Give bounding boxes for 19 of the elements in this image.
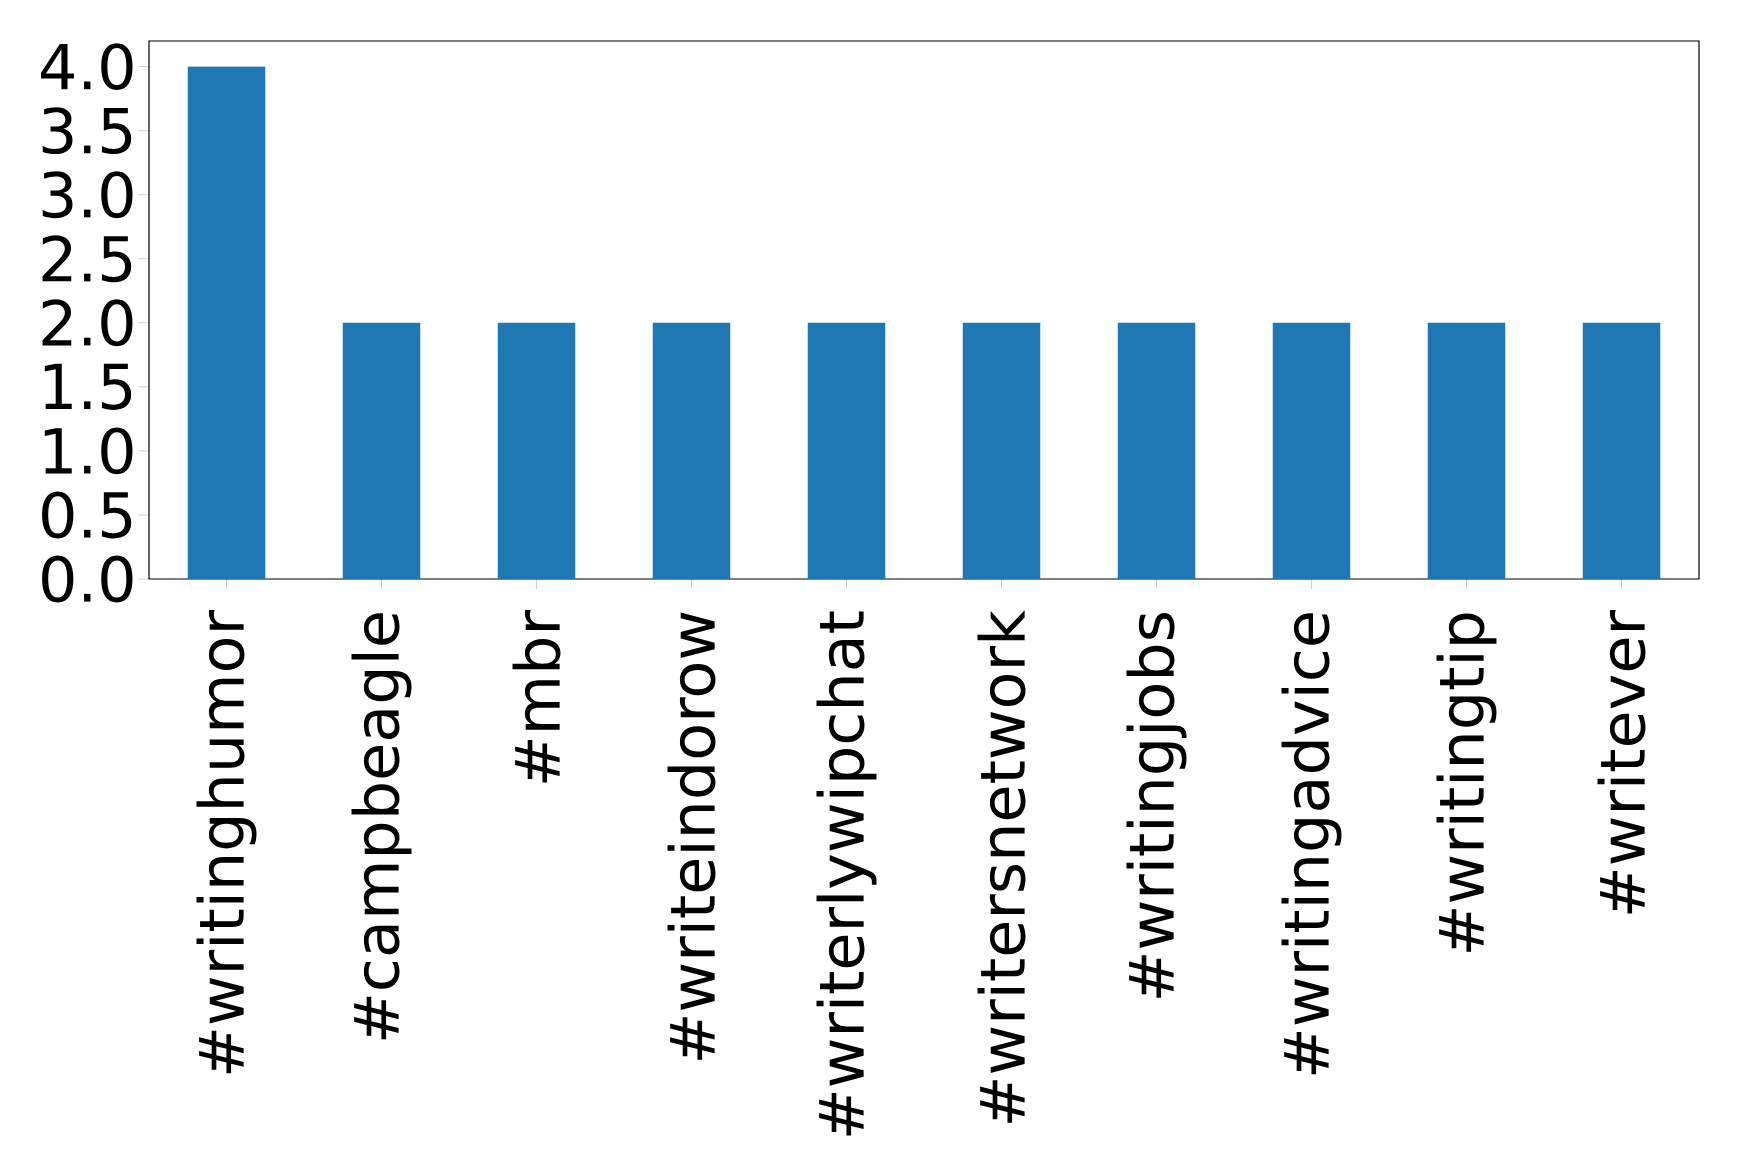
y-tick-label: 1.5 — [44, 363, 132, 410]
x-tick-label: #writingtip — [1436, 613, 1497, 952]
y-tick-label: 2.0 — [42, 299, 133, 347]
x-tick-label: #writersnetwork — [977, 610, 1026, 1123]
y-tick-label: 1.0 — [44, 427, 133, 475]
x-tick-label: #writingadvice — [1281, 613, 1342, 1075]
x-tick-label: #writerlywipchat — [816, 611, 877, 1136]
y-tick-label: 2.5 — [42, 235, 132, 283]
y-tick-label: 0.5 — [42, 491, 132, 539]
x-tick-label: #writingjobs — [1126, 613, 1187, 998]
x-tick-label: #campbeagle — [351, 613, 412, 1040]
y-tick-label: 3.0 — [42, 171, 133, 219]
y-tick-label: 3.5 — [42, 107, 132, 155]
x-tick-label: #writever — [1597, 610, 1646, 914]
x-tick-label: #mbr — [512, 610, 561, 783]
x-tick-label: #writinghumor — [196, 609, 257, 1074]
x-tick-label: #writeindorow — [667, 612, 716, 1060]
y-tick-label: 4.0 — [41, 43, 133, 91]
y-tick-label: 0.0 — [42, 555, 133, 603]
